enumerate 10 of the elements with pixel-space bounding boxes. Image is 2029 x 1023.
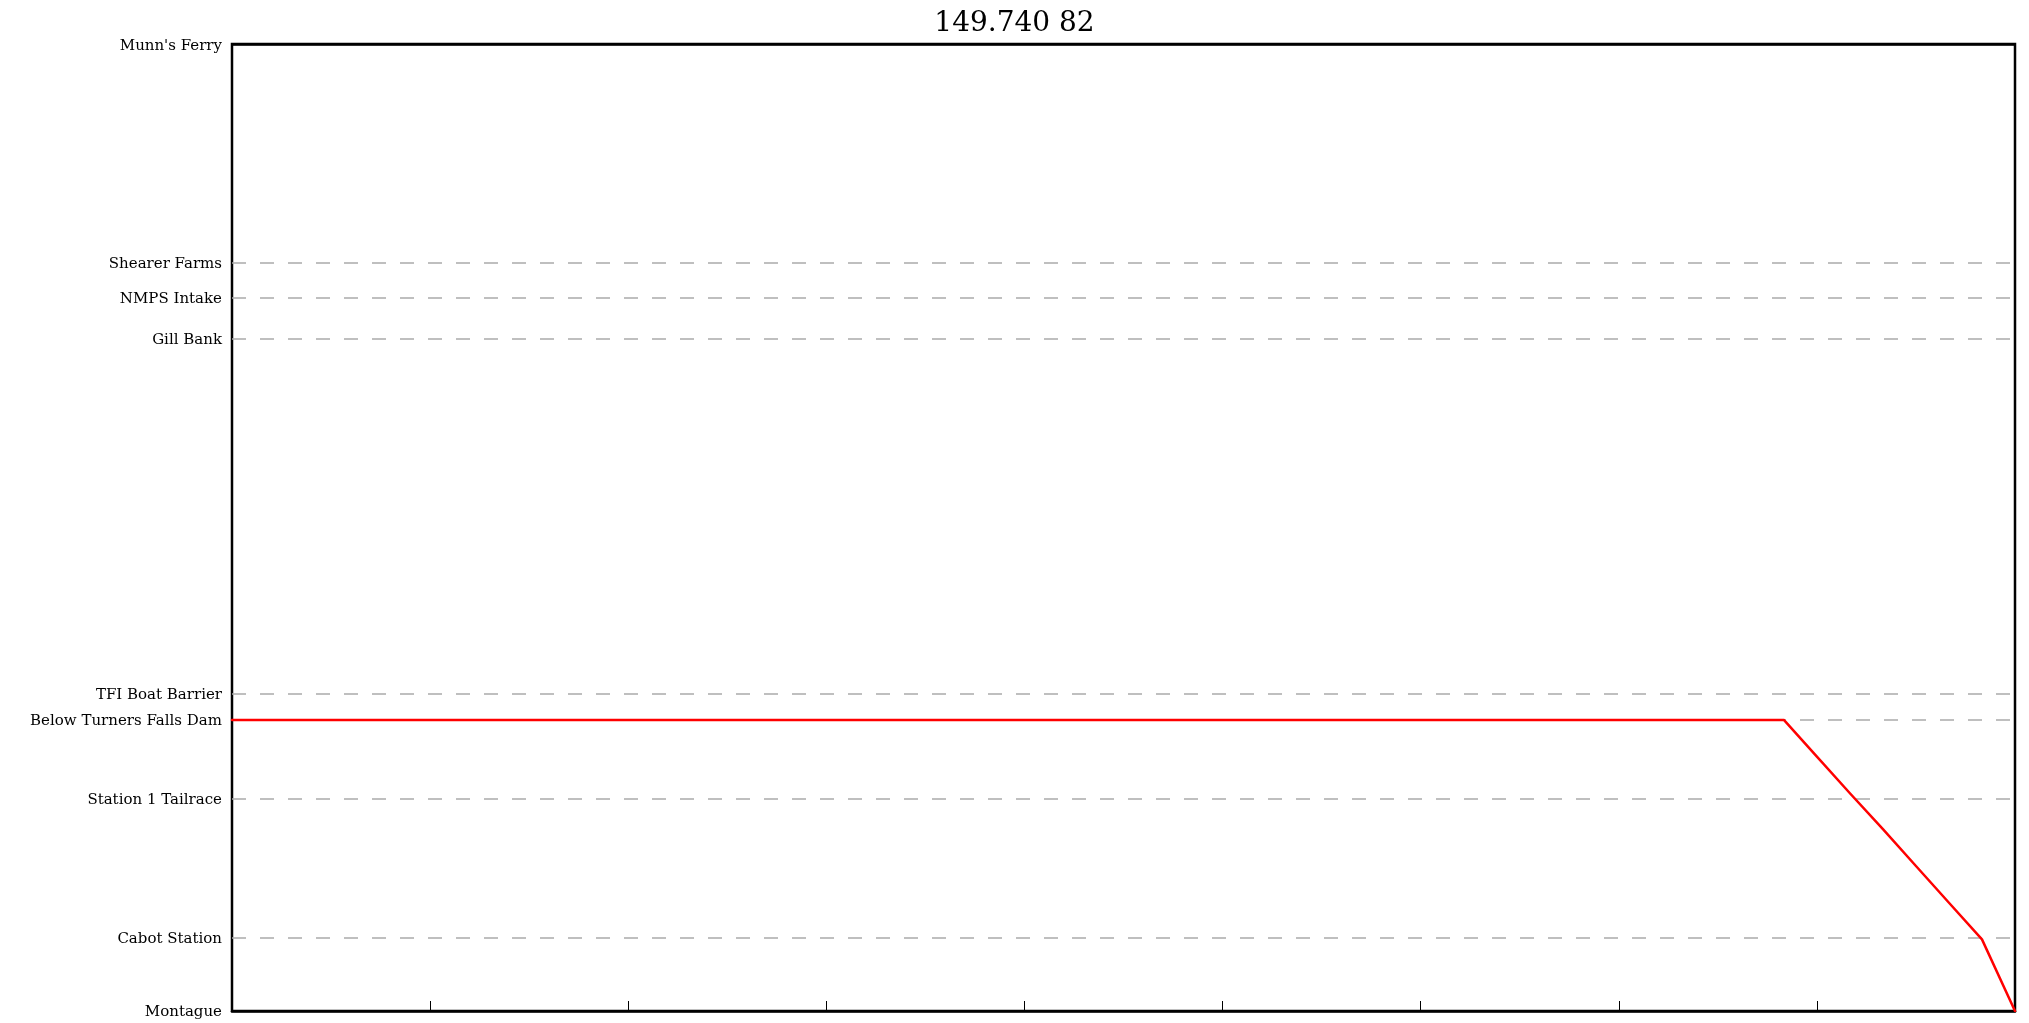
- ref-line-label: Munn's Ferry: [119, 35, 223, 54]
- ref-line-label: TFI Boat Barrier: [95, 684, 223, 703]
- ref-line-label: NMPS Intake: [119, 288, 223, 307]
- ref-line-label: Station 1 Tailrace: [87, 789, 223, 808]
- ref-line-label: Montague: [144, 1002, 223, 1020]
- ref-line-label: Cabot Station: [117, 929, 223, 948]
- ref-line-label: Shearer Farms: [108, 253, 222, 272]
- ref-line-label: Gill Bank: [152, 329, 223, 348]
- ref-line-label: Below Turners Falls Dam: [30, 710, 222, 729]
- chart-title: 149.740 82: [934, 4, 1095, 38]
